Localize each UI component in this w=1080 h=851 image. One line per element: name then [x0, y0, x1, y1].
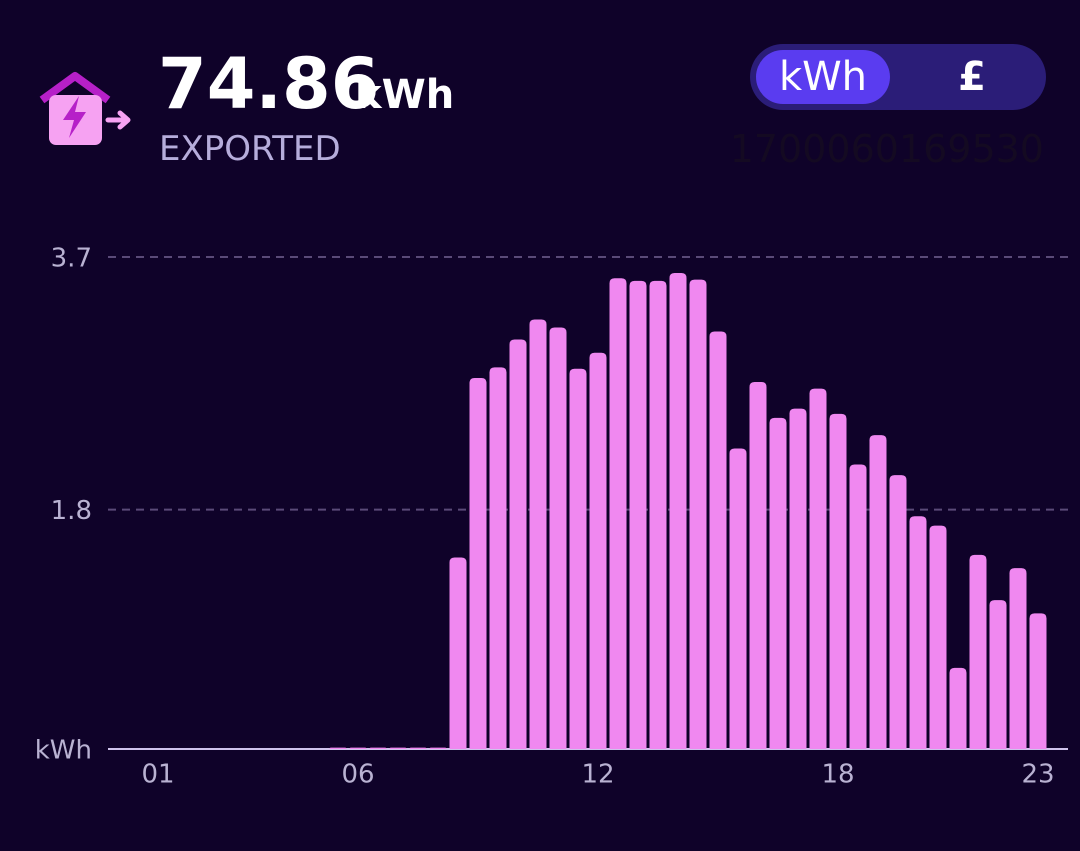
bar: [349, 747, 367, 749]
total-value: 74.86: [158, 43, 379, 125]
bar: [509, 339, 527, 749]
export-icon: [39, 72, 131, 145]
bar: [469, 378, 487, 749]
bar: [709, 331, 727, 749]
bar: [609, 278, 627, 749]
bar: [989, 600, 1007, 749]
bar: [389, 747, 407, 749]
bar: [409, 747, 427, 749]
bar: [329, 747, 347, 749]
bar: [909, 516, 927, 749]
bar: [849, 464, 867, 749]
total-label: EXPORTED: [159, 129, 341, 169]
bar: [669, 272, 687, 749]
y-tick-label: kWh: [35, 736, 92, 766]
y-tick-label: 3.7: [51, 244, 92, 274]
bar: [969, 554, 987, 749]
meter-id: 1700060169530: [730, 127, 1044, 171]
total-unit: kWh: [355, 72, 454, 118]
bar: [629, 280, 647, 749]
bar: [809, 388, 827, 749]
x-tick-label: 12: [581, 760, 614, 790]
bar: [889, 475, 907, 749]
bar: [369, 747, 387, 749]
bar: [729, 448, 747, 749]
bar: [769, 417, 787, 749]
toggle-active: [756, 50, 890, 104]
bar: [749, 381, 767, 749]
bar: [689, 279, 707, 749]
bar: [429, 747, 447, 749]
x-tick-label: 01: [141, 760, 174, 790]
bar: [529, 319, 547, 749]
bar: [1009, 568, 1027, 749]
x-tick-label: 18: [821, 760, 854, 790]
bar: [549, 327, 567, 749]
bar: [829, 413, 847, 749]
bar: [449, 557, 467, 749]
x-tick-label: 06: [341, 760, 374, 790]
bar: [929, 525, 947, 749]
bar: [869, 435, 887, 749]
x-tick-label: 23: [1021, 760, 1054, 790]
y-tick-label: 1.8: [51, 496, 92, 526]
toggle-pound[interactable]: £: [958, 54, 986, 100]
toggle-kwh[interactable]: kWh: [779, 54, 867, 100]
bar: [1029, 613, 1047, 749]
bar: [589, 352, 607, 749]
bar: [489, 367, 507, 749]
bar: [569, 368, 587, 749]
bar: [789, 408, 807, 749]
bar: [949, 667, 967, 749]
bar: [649, 280, 667, 749]
